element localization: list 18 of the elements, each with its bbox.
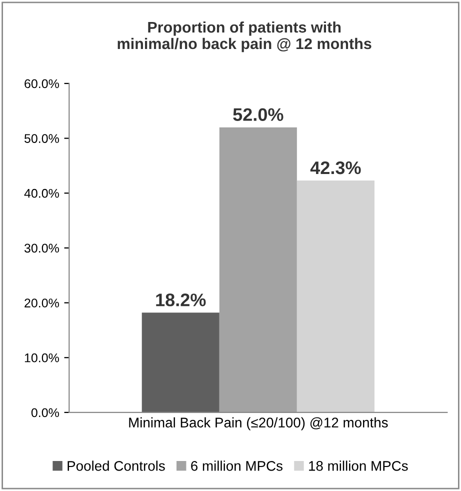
y-tick-label: 20.0% [24,298,59,308]
bar [296,180,374,412]
y-tick-label: 0.0% [31,408,59,418]
y-tick-label: 50.0% [24,134,59,143]
x-tick-label: Minimal Back Pain (≤20/100) @12 months [129,417,388,430]
chart-title: Proportion of patients with minimal/no back pain @ 12 months [118,21,372,52]
legend-label: Pooled Controls [68,460,165,471]
data-label: 18.2% [156,294,206,306]
legend-label: 6 million MPCs [191,460,282,471]
y-tick-label: 10.0% [24,353,59,362]
bar [142,312,220,412]
bar [219,127,297,412]
legend-label: 18 million MPCs [309,460,408,471]
data-label: 42.3% [310,161,361,174]
y-tick-label: 30.0% [24,244,59,253]
y-tick-label: 40.0% [24,188,59,198]
data-label: 52.0% [233,108,284,121]
y-tick-label: 60.0% [24,79,59,88]
